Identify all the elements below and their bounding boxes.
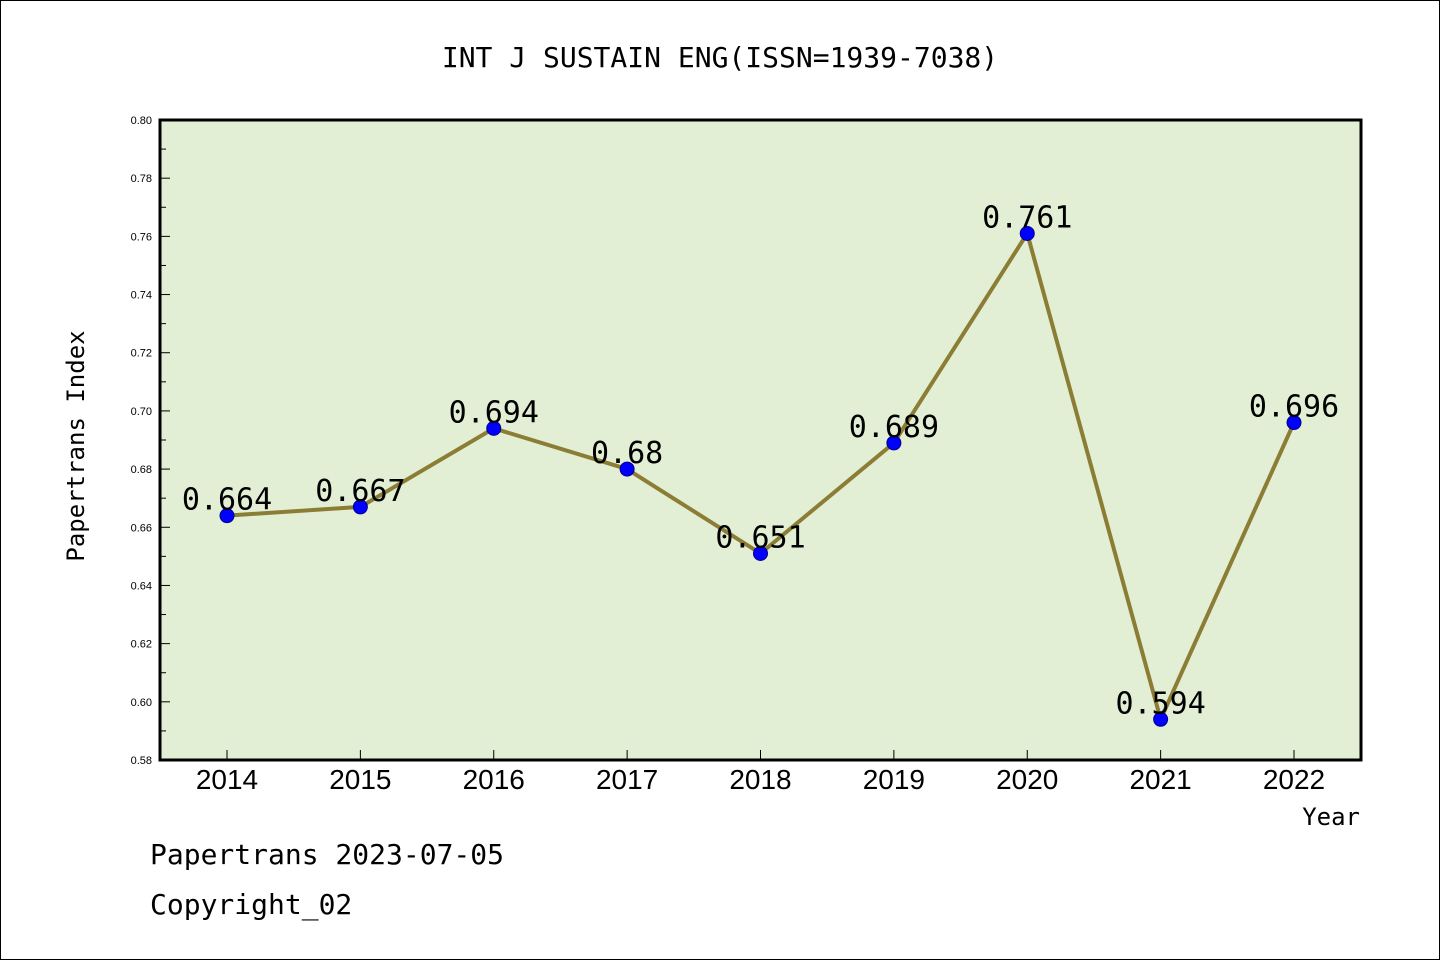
series-group xyxy=(219,225,1302,727)
x-tick-label: 2020 xyxy=(996,764,1058,795)
data-label: 0.664 xyxy=(182,483,272,518)
y-tick-label: 0.78 xyxy=(131,173,152,185)
footer-copyright: Copyright_02 xyxy=(150,888,352,922)
data-point xyxy=(352,499,368,515)
data-point xyxy=(1019,225,1035,241)
x-tick-label: 2016 xyxy=(463,764,525,795)
data-point xyxy=(1153,711,1169,727)
footer-date: Papertrans 2023-07-05 xyxy=(150,838,504,871)
data-labels: 0.664 0.667 0.694 0.68 0.651 0.689 0.761 0.594 0… xyxy=(182,200,1339,721)
y-tick-label: 0.66 xyxy=(131,522,152,534)
y-tick-label: 0.64 xyxy=(131,580,152,592)
plot-area xyxy=(160,120,1361,760)
x-tick-label: 2018 xyxy=(729,764,791,795)
x-axis-label: Year xyxy=(1302,803,1360,831)
y-tick-label: 0.68 xyxy=(131,464,152,476)
data-point xyxy=(486,420,502,436)
data-label: 0.694 xyxy=(449,395,539,430)
x-axis: 2014 2015 2016 2017 2018 2019 2020 2021 2022 xyxy=(196,750,1325,795)
data-point xyxy=(753,545,768,561)
x-tick-label: 2014 xyxy=(196,764,258,795)
data-label: 0.594 xyxy=(1115,686,1205,721)
chart-title: INT J SUSTAIN ENG(ISSN=1939-7038) xyxy=(442,41,998,74)
y-axis-label: Papertrans Index xyxy=(62,330,90,561)
x-tick-label: 2019 xyxy=(863,764,925,795)
y-axis: 0.58 0.60 0.62 0.64 0.66 0.68 0.70 0.72 0.74 0.76… xyxy=(131,115,170,767)
data-point xyxy=(219,508,235,524)
data-label: 0.651 xyxy=(715,520,805,555)
y-tick-label: 0.70 xyxy=(131,406,152,418)
data-label: 0.68 xyxy=(591,436,663,471)
data-point xyxy=(1286,415,1302,431)
data-label: 0.689 xyxy=(849,410,939,445)
x-tick-label: 2017 xyxy=(596,764,658,795)
plot-border xyxy=(158,118,1363,762)
y-tick-label: 0.62 xyxy=(131,639,152,651)
data-label: 0.696 xyxy=(1249,390,1339,425)
y-tick-label: 0.60 xyxy=(131,697,152,709)
x-tick-label: 2021 xyxy=(1129,764,1191,795)
data-point xyxy=(886,435,902,451)
y-tick-label: 0.58 xyxy=(131,755,152,767)
y-tick-label: 0.80 xyxy=(131,115,152,127)
data-label: 0.667 xyxy=(315,474,405,509)
x-tick-label: 2015 xyxy=(329,764,391,795)
x-tick-label: 2022 xyxy=(1263,764,1325,795)
data-label: 0.761 xyxy=(982,200,1072,235)
y-tick-label: 0.74 xyxy=(131,290,152,302)
y-tick-label: 0.72 xyxy=(131,348,152,360)
data-point xyxy=(619,461,635,477)
y-tick-label: 0.76 xyxy=(131,231,152,243)
